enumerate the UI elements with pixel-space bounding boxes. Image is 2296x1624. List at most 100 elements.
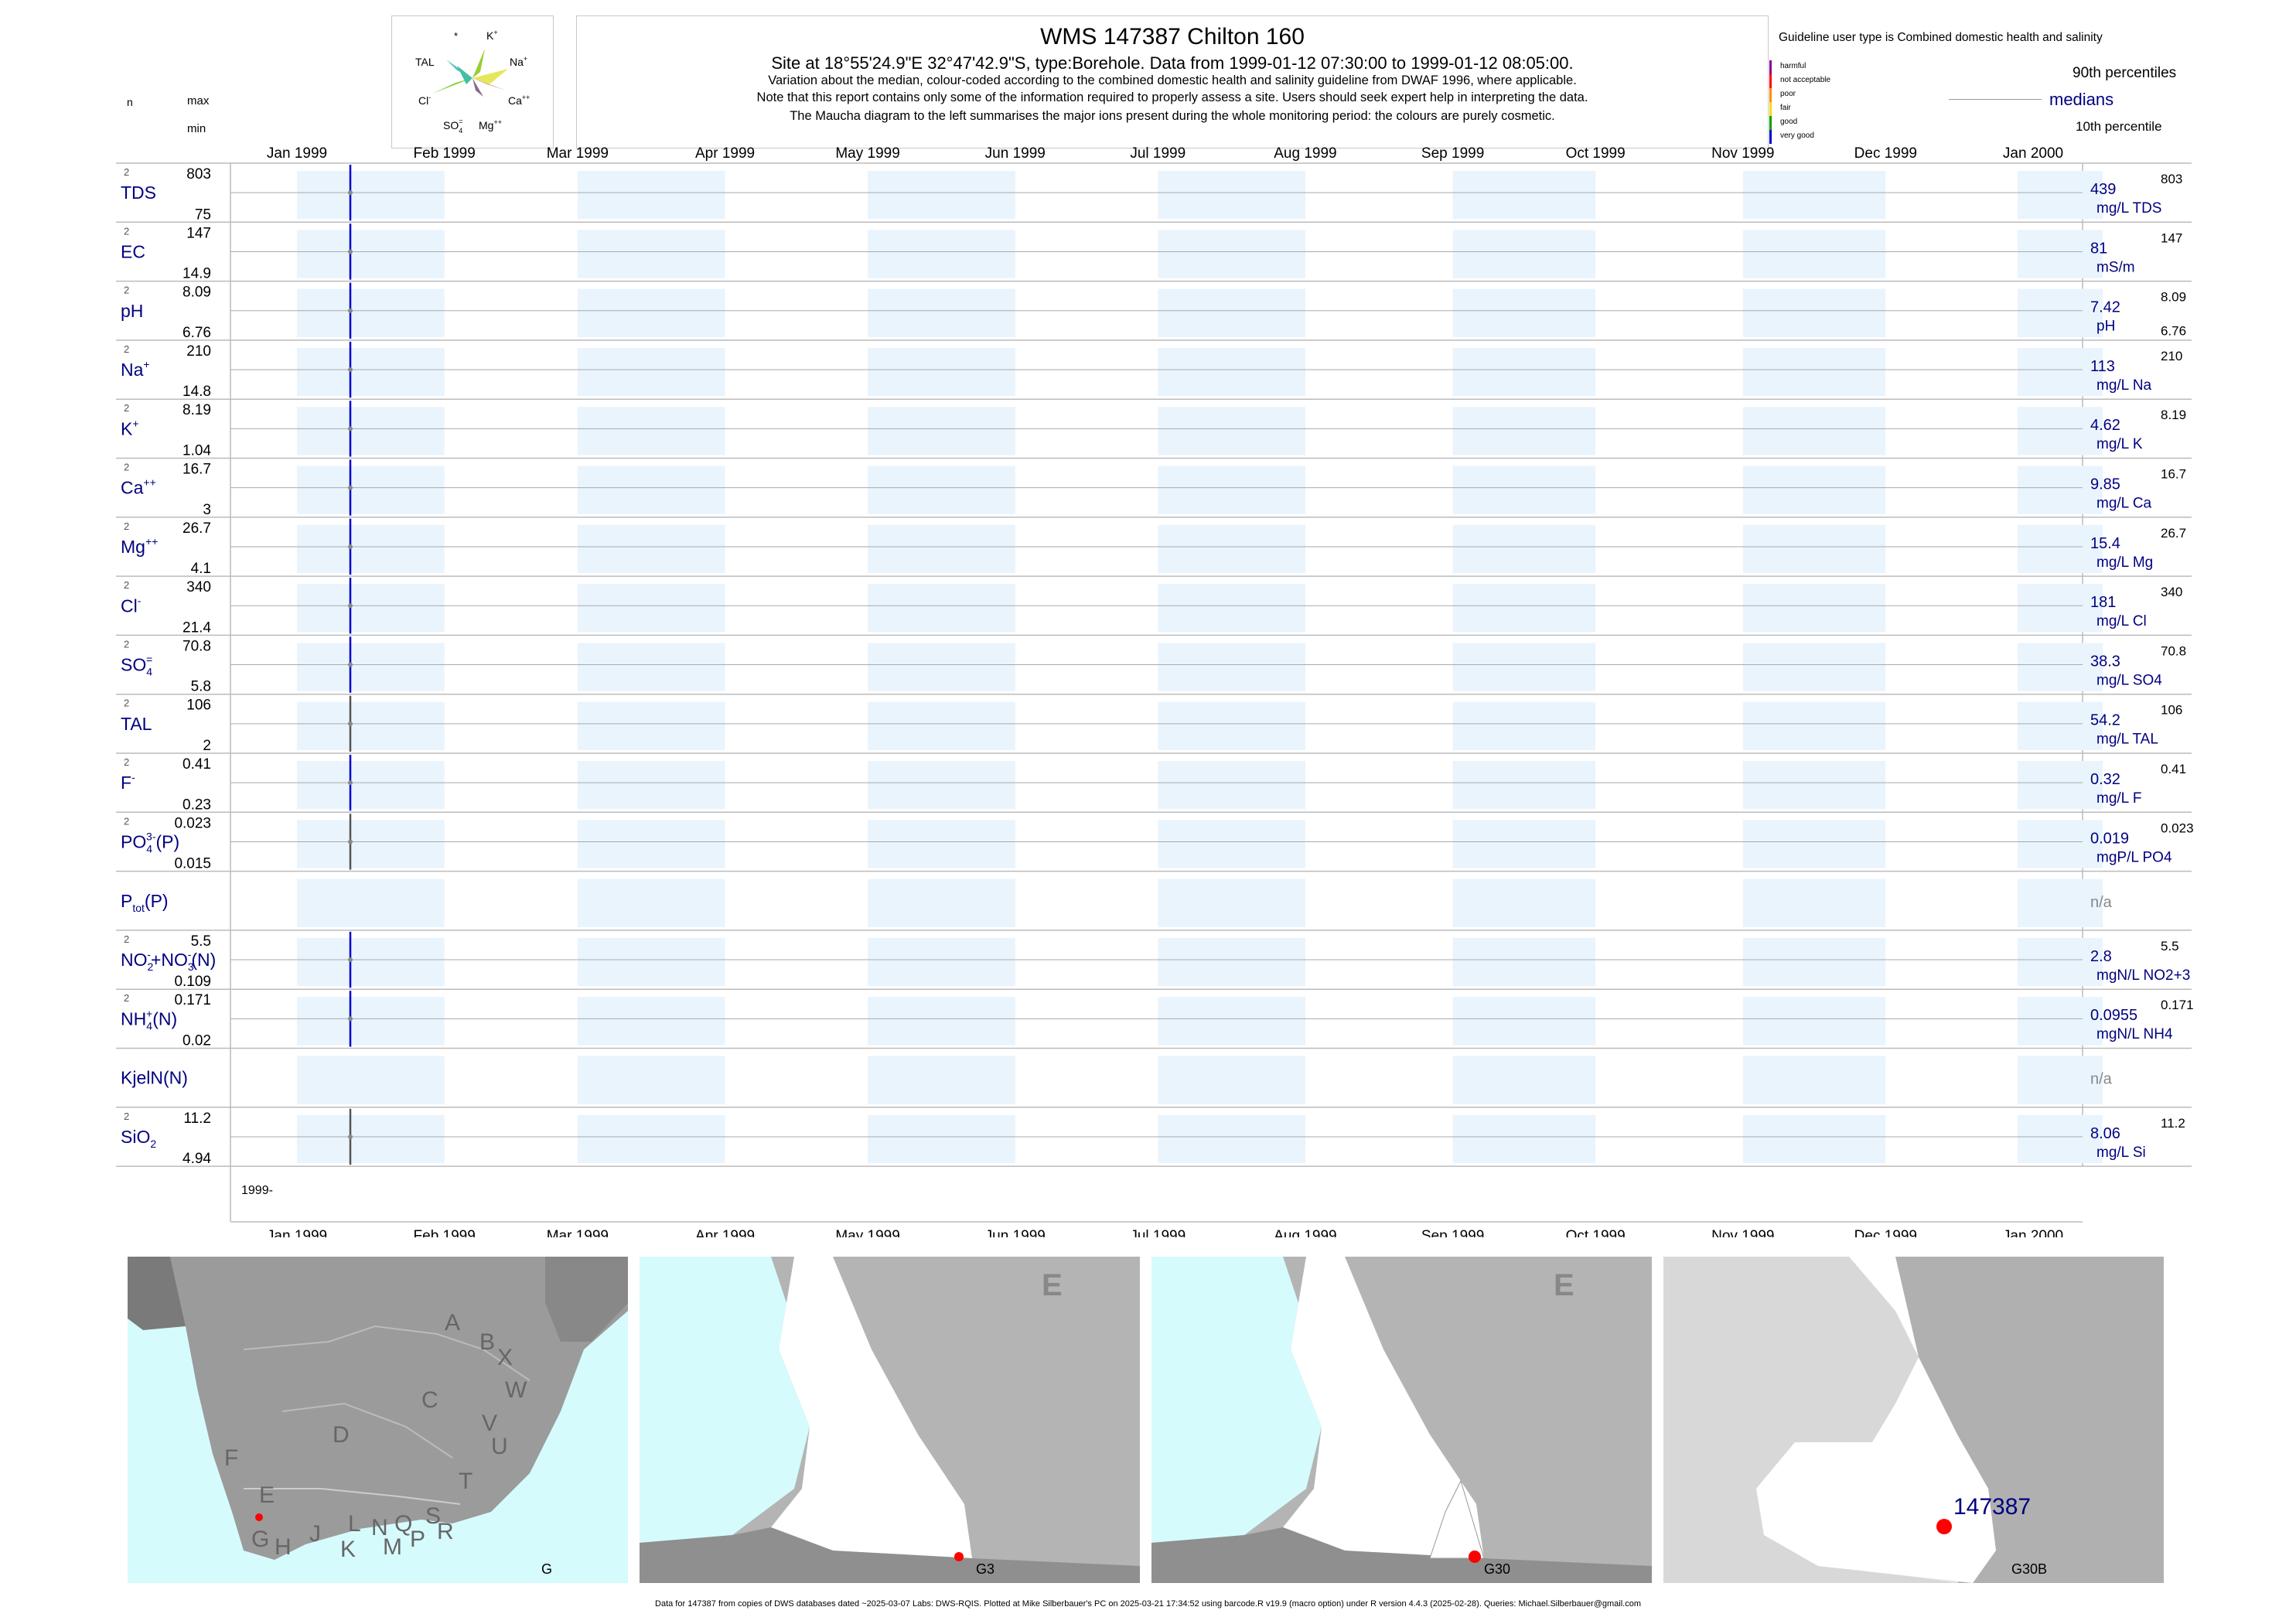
- maucha-petal-k: [473, 49, 485, 78]
- series-p90: 0.41: [2161, 762, 2186, 776]
- guideline-level-label: poor: [1780, 90, 1796, 98]
- guideline-level-harmful: harmful: [1769, 60, 1862, 74]
- series-median-na: n/a: [2090, 1071, 2113, 1088]
- guideline-level-fair: fair: [1769, 102, 1862, 116]
- series-unit: mg/L Cl: [2096, 613, 2147, 629]
- month-band: [1158, 524, 1305, 574]
- month-band: [297, 171, 445, 220]
- medians-label: medians: [2049, 90, 2114, 109]
- series-p90: 16.7: [2161, 467, 2186, 482]
- region-letter-L: L: [348, 1511, 361, 1537]
- month-band: [2018, 524, 2103, 574]
- guideline-color-swatch: [1769, 116, 1772, 130]
- month-band: [1452, 879, 1596, 927]
- month-band: [1452, 584, 1596, 633]
- month-band: [1452, 643, 1596, 691]
- guideline-color-swatch: [1769, 102, 1772, 116]
- series-max: 8.09: [183, 285, 211, 301]
- series-max: 26.7: [183, 520, 211, 537]
- month-band: [1452, 466, 1596, 514]
- month-label-bottom: May 1999: [835, 1228, 899, 1237]
- month-band: [1158, 584, 1305, 633]
- month-band: [297, 1114, 445, 1164]
- series-n: 2: [124, 756, 129, 768]
- series-p90: 0.171: [2161, 998, 2194, 1012]
- month-band: [868, 820, 1015, 868]
- guideline-color-swatch: [1769, 88, 1772, 102]
- series-n: 2: [124, 1111, 129, 1122]
- month-label-top: Sep 1999: [1421, 145, 1484, 162]
- region-letter-F: F: [224, 1445, 238, 1471]
- maucha-petal-cl: [432, 78, 473, 94]
- left-header-max: max: [187, 94, 210, 107]
- series-name: F-: [121, 771, 135, 793]
- month-band: [577, 230, 725, 278]
- series-unit: mg/L F: [2096, 790, 2141, 807]
- maucha-petal-mg: [473, 78, 483, 97]
- series-name: Cl-: [121, 594, 142, 616]
- month-label-top: Dec 1999: [1854, 145, 1917, 162]
- note-maucha: The Maucha diagram to the left summarise…: [790, 109, 1555, 123]
- series-min: 1.04: [183, 443, 211, 459]
- series-name: SO4=: [121, 653, 152, 678]
- month-band: [1158, 407, 1305, 455]
- month-band: [1742, 701, 1886, 750]
- month-band: [297, 1056, 445, 1104]
- month-band: [1452, 524, 1596, 574]
- month-label-bottom: Jan 2000: [2003, 1228, 2063, 1237]
- series-median: 15.4: [2090, 535, 2120, 552]
- maucha-petal-center: [457, 66, 473, 84]
- month-band: [577, 466, 725, 514]
- month-band: [2018, 879, 2103, 927]
- month-band: [868, 584, 1015, 633]
- month-band: [297, 524, 445, 574]
- sample-point: [348, 367, 353, 373]
- month-band: [868, 937, 1015, 987]
- month-band: [577, 171, 725, 220]
- series-n: 2: [124, 520, 129, 532]
- month-label-top: Jul 1999: [1130, 145, 1186, 162]
- series-unit: mg/L Mg: [2096, 554, 2153, 571]
- month-band: [1158, 643, 1305, 691]
- month-band: [577, 761, 725, 810]
- guideline-level-label: fair: [1780, 104, 1791, 112]
- map-region-e-detail-svg: E G30: [1151, 1257, 1652, 1583]
- month-label-bottom: Jul 1999: [1130, 1228, 1186, 1237]
- maucha-petal-so4: [466, 78, 473, 100]
- series-name: KjelN(N): [121, 1068, 188, 1088]
- series-unit: pH: [2096, 319, 2115, 335]
- month-band: [1158, 347, 1305, 397]
- month-band: [868, 701, 1015, 750]
- maucha-label-cl: Cl-: [418, 94, 431, 107]
- month-label-top: May 1999: [835, 145, 899, 162]
- series-max: 16.7: [183, 462, 211, 478]
- month-band: [2018, 997, 2103, 1046]
- map3-label: G30: [1484, 1561, 1510, 1577]
- sample-point: [348, 249, 353, 254]
- region-letter-P: P: [410, 1527, 425, 1552]
- month-band: [1742, 524, 1886, 574]
- maucha-label-ca: Ca++: [508, 94, 530, 107]
- series-min: 3: [203, 502, 211, 518]
- month-band: [577, 643, 725, 691]
- maucha-label-so4: SO4=: [443, 118, 463, 135]
- month-band: [297, 879, 445, 927]
- month-band: [2018, 761, 2103, 810]
- series-median: 2.8: [2090, 948, 2112, 965]
- series-min: 14.9: [183, 266, 211, 282]
- month-label-bottom: Nov 1999: [1711, 1228, 1774, 1237]
- month-band: [297, 997, 445, 1046]
- month-label-bottom: Dec 1999: [1854, 1228, 1917, 1237]
- map3-region-letter: E: [1554, 1268, 1574, 1302]
- guideline-color-swatch: [1769, 74, 1772, 88]
- month-band: [1452, 820, 1596, 868]
- month-band: [868, 347, 1015, 397]
- month-band: [577, 584, 725, 633]
- month-band: [1742, 643, 1886, 691]
- p90-label: 90th percentiles: [2073, 65, 2177, 81]
- month-band: [1158, 879, 1305, 927]
- month-label-top: Jan 2000: [2003, 145, 2063, 162]
- maucha-label-na: Na+: [510, 55, 527, 68]
- note-disclaimer: Note that this report contains only some…: [756, 90, 1588, 104]
